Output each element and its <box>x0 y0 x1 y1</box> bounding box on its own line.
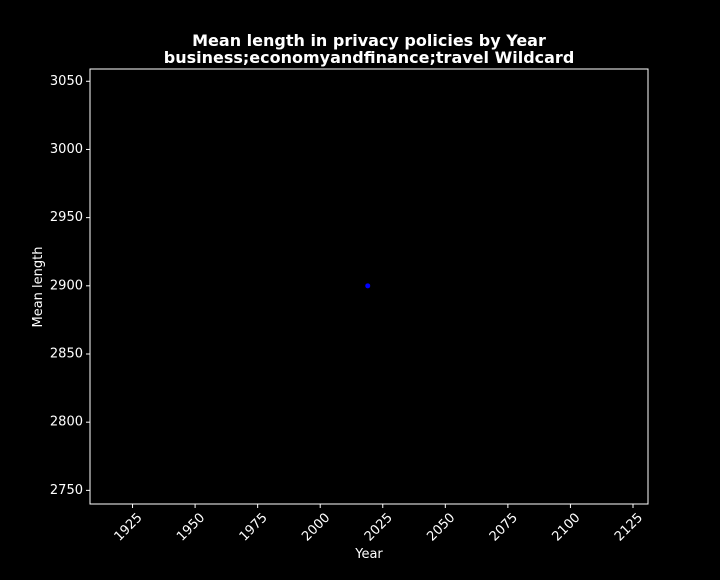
y-tick-label: 3000 <box>50 142 83 157</box>
plot-area-frame <box>89 68 649 505</box>
y-tick-label: 3050 <box>50 74 83 89</box>
y-axis: 2750 2800 2850 2900 2950 3000 3050 <box>50 74 90 498</box>
y-axis-label: Mean length <box>31 247 46 328</box>
x-axis-label: Year <box>354 547 383 562</box>
y-tick-label: 2750 <box>50 483 83 498</box>
chart-title-line2: business;economyandfinance;travel Wildca… <box>164 48 575 67</box>
data-points <box>365 283 371 289</box>
y-tick-label: 2800 <box>50 415 83 430</box>
y-tick-label: 2950 <box>50 210 83 225</box>
y-tick-label: 2900 <box>50 278 83 293</box>
data-point <box>365 283 371 289</box>
y-tick-label: 2850 <box>50 347 83 362</box>
chart-title-line1: Mean length in privacy policies by Year <box>192 31 546 50</box>
